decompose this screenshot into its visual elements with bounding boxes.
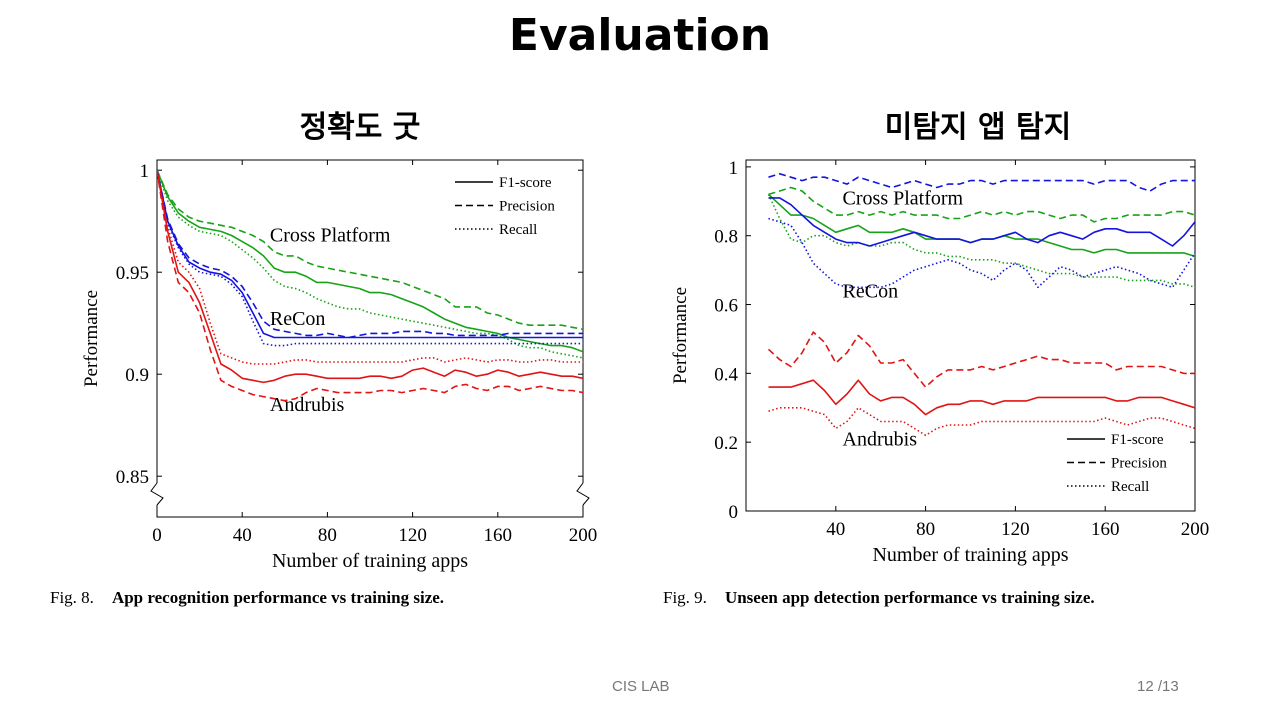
legend-label-recall: Recall [499, 222, 537, 238]
legend-label-recall: Recall [1111, 479, 1149, 495]
y-tick-label: 0.2 [714, 433, 738, 454]
series-recon-f1-score [157, 170, 583, 339]
figure-8-caption: Fig. 8. App recognition performance vs tr… [50, 588, 444, 608]
x-tick-label: 120 [398, 525, 427, 546]
group-label-andrubis: Andrubis [270, 394, 345, 416]
series-andrubis-f1-score [157, 170, 583, 384]
series-recon-precision [157, 170, 583, 339]
series-recon-precision [768, 172, 1195, 192]
axis-break-mark-1 [576, 482, 590, 506]
y-tick-label: 0.95 [116, 263, 149, 284]
legend-label-precision: Precision [499, 199, 555, 215]
legend-label-f1-score: F1-score [499, 175, 552, 191]
y-tick-label: 0 [729, 502, 739, 523]
x-tick-label: 40 [826, 519, 845, 540]
app-recognition-chart: 0 40 80 120 160 200 0.85 0.9 0.95 1 Number of trai… [81, 159, 598, 572]
x-axis-label: Number of training apps [272, 550, 468, 572]
series-cross-platform-f1-score [767, 193, 1195, 258]
group-label-recon: ReCon [270, 308, 326, 330]
figure-8-label: Fig. 8. [50, 588, 94, 607]
series-recon-f1-score [768, 197, 1195, 247]
y-tick-label: 0.9 [125, 365, 149, 386]
figure-9-text: Unseen app detection performance vs trai… [724, 588, 1095, 607]
x-tick-label: 40 [233, 525, 252, 546]
x-axis-label: Number of training apps [872, 544, 1068, 566]
group-label-recon: ReCon [843, 281, 899, 303]
x-tick-label: 80 [318, 525, 337, 546]
group-label-andrubis: Andrubis [843, 429, 918, 451]
figure-9-label: Fig. 9. [663, 588, 707, 607]
series-cross-platform-f1-score [157, 169, 583, 353]
x-tick-label: 200 [569, 525, 598, 546]
x-tick-label: 200 [1181, 519, 1210, 540]
series-andrubis-precision [767, 331, 1195, 388]
plot-frame [745, 159, 1196, 512]
series-cross-platform-precision [768, 186, 1195, 223]
y-tick-label: 0.4 [714, 364, 738, 385]
plot-frame [156, 159, 584, 518]
x-tick-label: 160 [1091, 519, 1120, 540]
figure-8-text: App recognition performance vs training … [111, 588, 445, 607]
footer-lab: CIS LAB [612, 678, 670, 695]
series-recon-recall [157, 170, 583, 347]
series-andrubis-recall [768, 406, 1195, 437]
y-tick-label: 1 [729, 158, 739, 179]
series-andrubis-f1-score [768, 379, 1195, 416]
y-axis-label: Performance [81, 290, 102, 387]
series-andrubis-precision [157, 170, 583, 402]
slide-title: Evaluation [508, 10, 772, 61]
series-recon-recall [768, 217, 1195, 289]
x-tick-label: 160 [484, 525, 513, 546]
page-number: 12 /13 [1137, 678, 1179, 695]
y-axis-label: Performance [670, 287, 691, 384]
axis-break-mark-0 [150, 482, 164, 506]
legend-label-f1-score: F1-score [1111, 432, 1164, 448]
x-tick-label: 0 [152, 525, 162, 546]
series-cross-platform-precision [157, 169, 583, 331]
series-andrubis-recall [157, 170, 583, 365]
unseen-app-detection-chart: 40 80 120 160 200 0 0.2 0.4 0.6 0.8 1 Number of tra… [670, 158, 1210, 566]
left-subtitle: 정확도 굿 [299, 110, 421, 145]
group-label-cross-platform: Cross Platform [270, 225, 391, 247]
series-cross-platform-recall [157, 169, 583, 359]
x-tick-label: 80 [916, 519, 935, 540]
y-tick-label: 0.8 [714, 227, 738, 248]
legend-label-precision: Precision [1111, 456, 1167, 472]
y-tick-label: 0.85 [116, 467, 149, 488]
figure-9-caption: Fig. 9. Unseen app detection performance … [663, 588, 1095, 608]
right-subtitle: 미탐지 앱 탐지 [884, 110, 1072, 145]
y-tick-label: 1 [140, 161, 150, 182]
x-tick-label: 120 [1001, 519, 1030, 540]
group-label-cross-platform: Cross Platform [843, 188, 964, 210]
y-tick-label: 0.6 [714, 296, 738, 317]
